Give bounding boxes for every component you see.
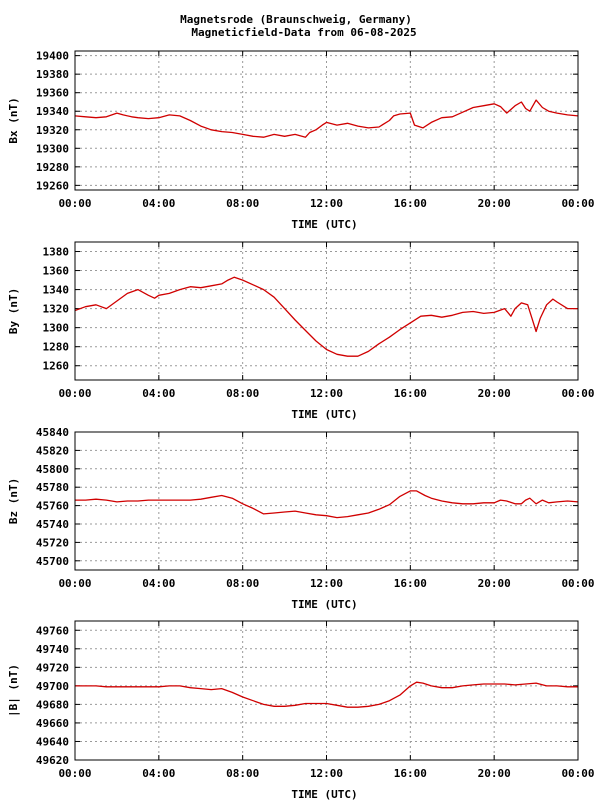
x-tick-label: 08:00 [226, 387, 259, 400]
y-axis-label: Bx (nT) [7, 97, 20, 143]
y-tick-label: 49760 [36, 624, 69, 637]
y-tick-label: 19400 [36, 50, 69, 63]
x-axis-label: TIME (UTC) [291, 788, 357, 800]
chart-panel-4: 49620 49640 49660 49680 49700 49720 49740 49760… [7, 620, 595, 800]
y-tick-label: 1300 [43, 322, 70, 335]
x-tick-label: 00:00 [561, 387, 594, 400]
y-axis-label: By (nT) [7, 288, 20, 334]
plot-frame [74, 431, 579, 571]
x-tick-label: 16:00 [394, 577, 427, 590]
x-tick-label: 08:00 [226, 197, 259, 210]
x-tick-label: 12:00 [310, 387, 343, 400]
y-tick-label: 45840 [36, 426, 69, 439]
x-tick-label: 00:00 [561, 577, 594, 590]
y-tick-label: 19360 [36, 87, 69, 100]
y-tick-label: 49700 [36, 680, 69, 693]
y-tick-label: 19380 [36, 68, 69, 81]
y-axis-label: Bz (nT) [7, 478, 20, 524]
x-axis-label: TIME (UTC) [291, 598, 357, 611]
y-tick-label: 45720 [36, 536, 69, 549]
x-tick-label: 00:00 [561, 767, 594, 780]
y-tick-label: 19300 [36, 142, 69, 155]
x-tick-label: 04:00 [142, 577, 175, 590]
x-tick-label: 20:00 [478, 387, 511, 400]
x-tick-label: 16:00 [394, 767, 427, 780]
y-tick-label: 1380 [43, 246, 70, 259]
y-tick-label: 19280 [36, 161, 69, 174]
y-tick-label: 19320 [36, 124, 69, 137]
y-tick-label: 1260 [43, 360, 70, 373]
y-tick-label: 49680 [36, 698, 69, 711]
y-axis-label: |B| (nT) [7, 664, 20, 717]
x-tick-label: 16:00 [394, 387, 427, 400]
x-tick-label: 12:00 [310, 577, 343, 590]
y-tick-label: 49720 [36, 661, 69, 674]
x-tick-label: 16:00 [394, 197, 427, 210]
figure-title-line1: Magnetsrode (Braunschweig, Germany) [180, 13, 412, 26]
y-tick-label: 45760 [36, 500, 69, 513]
y-tick-label: 49740 [36, 643, 69, 656]
x-tick-label: 20:00 [478, 197, 511, 210]
chart-panel-3: 45700 45720 45740 45760 45780 45800 45820 45840… [7, 426, 595, 611]
y-tick-label: 1320 [43, 303, 70, 316]
x-tick-label: 20:00 [478, 577, 511, 590]
x-tick-label: 00:00 [58, 387, 91, 400]
plot-frame [74, 50, 579, 191]
x-axis-label: TIME (UTC) [291, 218, 357, 231]
x-tick-label: 20:00 [478, 767, 511, 780]
x-tick-label: 12:00 [310, 197, 343, 210]
series-line [74, 276, 578, 357]
y-tick-label: 1280 [43, 341, 70, 354]
x-tick-label: 08:00 [226, 577, 259, 590]
x-tick-label: 00:00 [561, 197, 594, 210]
y-tick-label: 19260 [36, 179, 69, 192]
plot-frame [74, 620, 579, 761]
x-tick-label: 04:00 [142, 767, 175, 780]
y-tick-label: 49640 [36, 735, 69, 748]
y-tick-label: 49620 [36, 754, 69, 767]
x-tick-label: 04:00 [142, 197, 175, 210]
series-line [75, 490, 579, 519]
x-axis-label: TIME (UTC) [291, 408, 357, 421]
x-tick-label: 00:00 [58, 197, 91, 210]
chart-panel-1: 19260 19280 19300 19320 19340 19360 19380 19400… [7, 50, 595, 231]
y-tick-label: 45780 [36, 481, 69, 494]
y-tick-label: 45820 [36, 444, 69, 457]
series-line [75, 681, 578, 708]
x-tick-label: 04:00 [142, 387, 175, 400]
x-tick-label: 08:00 [226, 767, 259, 780]
figure-title-line2: Magneticfield-Data from 06-08-2025 [191, 26, 417, 39]
y-tick-label: 1340 [43, 284, 70, 297]
y-tick-label: 49660 [36, 717, 69, 730]
series-line [74, 99, 579, 138]
x-tick-label: 12:00 [310, 767, 343, 780]
chart-panel-2: 1260 1280 1300 1320 1340 1360 1380 00:00 04:00 08… [7, 241, 595, 421]
x-tick-label: 00:00 [58, 577, 91, 590]
y-tick-label: 19340 [36, 105, 69, 118]
y-tick-label: 1360 [43, 265, 70, 278]
y-tick-label: 45700 [36, 555, 69, 568]
x-tick-label: 00:00 [58, 767, 91, 780]
plot-frame [74, 241, 579, 381]
y-tick-label: 45740 [36, 518, 69, 531]
y-tick-label: 45800 [36, 463, 69, 476]
